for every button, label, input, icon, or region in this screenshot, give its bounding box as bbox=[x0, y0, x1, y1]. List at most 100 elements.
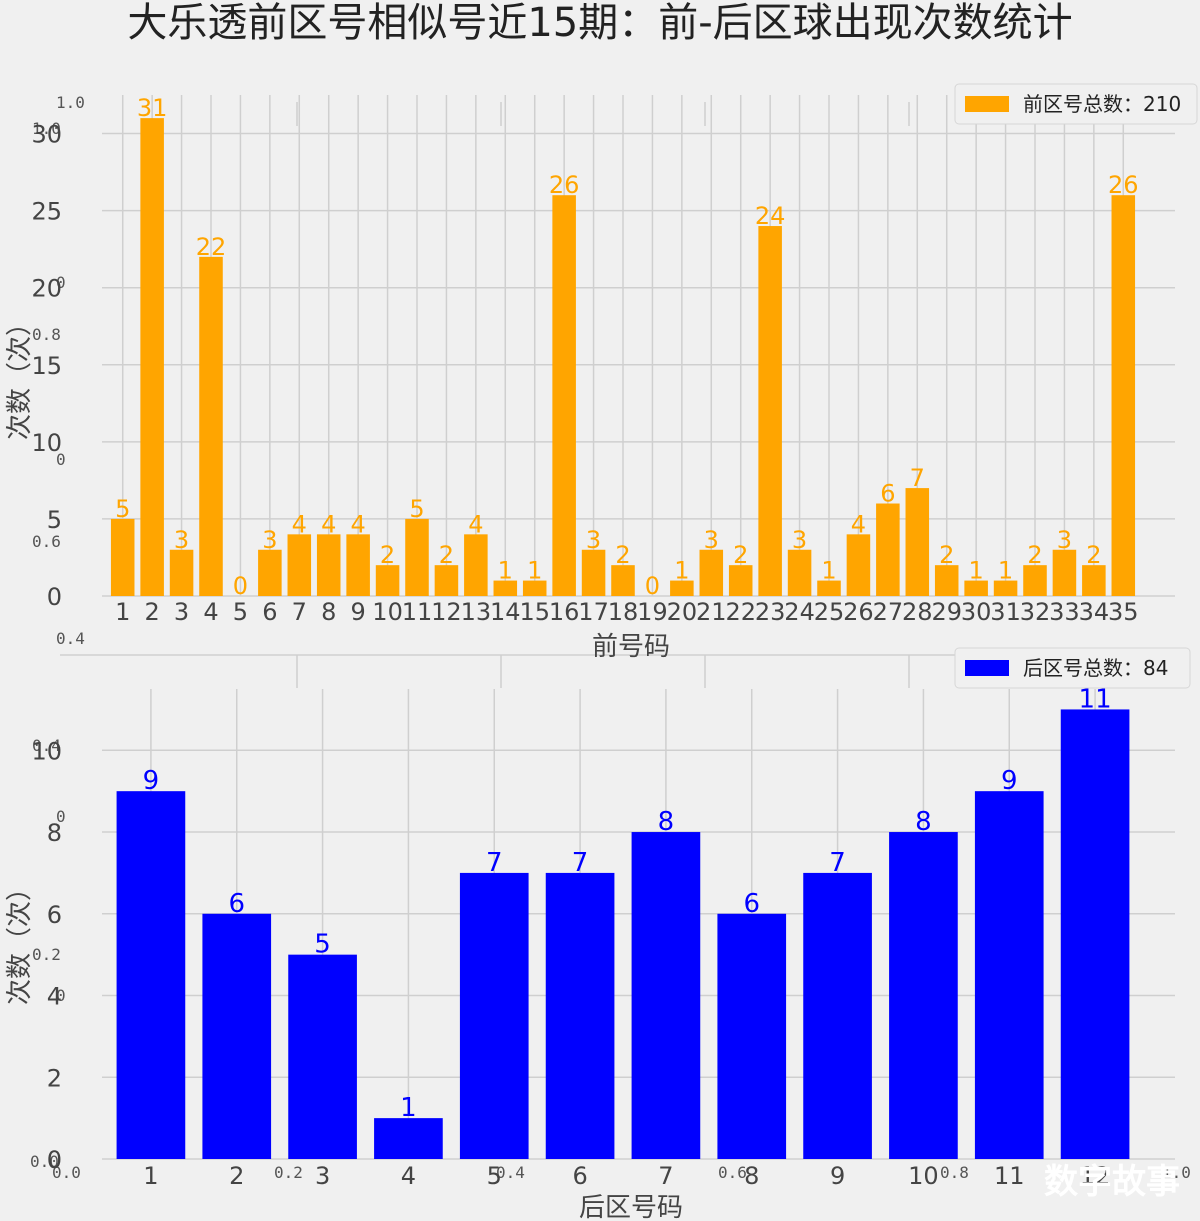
ghost-ytick: 0.4 bbox=[32, 736, 61, 755]
ghost-xtick: 0.2 bbox=[274, 1163, 303, 1182]
data-label: 5 bbox=[409, 495, 424, 523]
x-tick-label: 1 bbox=[143, 1162, 158, 1190]
x-tick-label: 11 bbox=[994, 1162, 1025, 1190]
data-label: 0 bbox=[645, 572, 660, 600]
x-tick-label: 4 bbox=[401, 1162, 416, 1190]
data-label: 2 bbox=[615, 541, 630, 569]
x-tick-label: 17 bbox=[578, 598, 609, 626]
data-label: 4 bbox=[351, 510, 366, 538]
x-tick-label: 26 bbox=[843, 598, 874, 626]
y-tick-label: 2 bbox=[47, 1064, 62, 1092]
bar-16 bbox=[552, 195, 576, 596]
x-tick-label: 27 bbox=[873, 598, 904, 626]
x-tick-label: 23 bbox=[755, 598, 786, 626]
ghost-xtick: 0.0 bbox=[52, 1163, 81, 1182]
data-label: 24 bbox=[755, 202, 786, 230]
data-label: 7 bbox=[910, 464, 925, 492]
x-tick-label: 10 bbox=[908, 1162, 939, 1190]
data-label: 1 bbox=[527, 557, 542, 585]
data-label: 26 bbox=[1108, 171, 1139, 199]
data-label: 6 bbox=[743, 889, 760, 919]
data-label: 6 bbox=[228, 889, 245, 919]
x-tick-label: 34 bbox=[1079, 598, 1110, 626]
x-tick-label: 30 bbox=[961, 598, 992, 626]
x-tick-label: 24 bbox=[784, 598, 815, 626]
bar-14 bbox=[493, 580, 518, 596]
bar-18 bbox=[611, 565, 635, 596]
y-tick-label: 4 bbox=[47, 983, 62, 1011]
bar-12 bbox=[434, 565, 459, 596]
x-tick-label: 18 bbox=[608, 598, 639, 626]
x-tick-label: 5 bbox=[487, 1162, 502, 1190]
y-axis-label: 次数（次） bbox=[5, 875, 35, 1005]
legend-box bbox=[954, 83, 1198, 125]
y-tick-label: 10 bbox=[31, 429, 62, 457]
data-label: 8 bbox=[915, 807, 932, 837]
data-label: 7 bbox=[486, 848, 503, 878]
data-label: 7 bbox=[572, 848, 589, 878]
ghost-ytick: 0.4 bbox=[56, 629, 85, 648]
x-tick-label: 35 bbox=[1108, 598, 1139, 626]
x-axis-label: 后区号码 bbox=[579, 1193, 683, 1221]
bar-31 bbox=[993, 580, 1018, 596]
legend: 前区号总数：210 bbox=[954, 83, 1198, 125]
x-tick-label: 2 bbox=[145, 598, 160, 626]
ghost-ytick: 0 bbox=[56, 273, 66, 292]
legend-label: 前区号总数：210 bbox=[1023, 92, 1181, 116]
bar-30 bbox=[964, 580, 988, 596]
data-label: 4 bbox=[321, 510, 336, 538]
bar-8 bbox=[316, 534, 341, 596]
bar-17 bbox=[581, 549, 606, 596]
bar-24 bbox=[787, 549, 812, 596]
x-tick-label: 3 bbox=[174, 598, 189, 626]
bar-28 bbox=[905, 488, 930, 596]
bar-4 bbox=[199, 256, 223, 596]
data-label: 2 bbox=[1086, 541, 1101, 569]
data-label: 6 bbox=[880, 480, 895, 508]
bar-10 bbox=[889, 832, 958, 1159]
ghost-ytick: 0.8 bbox=[32, 325, 61, 344]
data-label: 4 bbox=[292, 510, 307, 538]
bar-21 bbox=[699, 549, 724, 596]
data-label: 1 bbox=[969, 557, 984, 585]
data-label: 3 bbox=[262, 526, 277, 554]
bar-29 bbox=[934, 565, 959, 596]
chart-title: 大乐透前区号相似号近15期：前-后区球出现次数统计 bbox=[127, 0, 1072, 46]
data-label: 1 bbox=[821, 557, 836, 585]
x-tick-label: 4 bbox=[203, 598, 218, 626]
y-axis-label: 次数（次） bbox=[5, 310, 35, 440]
x-tick-label: 8 bbox=[744, 1162, 759, 1190]
x-tick-label: 10 bbox=[372, 598, 403, 626]
bar-32 bbox=[1023, 565, 1047, 596]
bar-12 bbox=[1060, 709, 1130, 1159]
bar-2 bbox=[202, 913, 272, 1159]
bar-7 bbox=[631, 832, 701, 1159]
bar-4 bbox=[374, 1118, 443, 1159]
ghost-ytick: 1.0 bbox=[32, 119, 61, 138]
data-label: 4 bbox=[851, 510, 866, 538]
bar-1 bbox=[116, 791, 186, 1159]
x-tick-label: 13 bbox=[461, 598, 492, 626]
x-tick-label: 5 bbox=[233, 598, 248, 626]
x-tick-label: 28 bbox=[902, 598, 933, 626]
y-tick-label: 20 bbox=[31, 275, 62, 303]
x-tick-label: 6 bbox=[572, 1162, 587, 1190]
bar-1 bbox=[110, 518, 135, 596]
data-label: 3 bbox=[704, 526, 719, 554]
data-label: 3 bbox=[586, 526, 601, 554]
bar-7 bbox=[287, 534, 312, 596]
bar-22 bbox=[728, 565, 753, 596]
bar-11 bbox=[405, 518, 429, 596]
x-tick-label: 33 bbox=[1049, 598, 1080, 626]
x-tick-label: 32 bbox=[1020, 598, 1051, 626]
x-axis-label: 前号码 bbox=[592, 632, 670, 662]
data-label: 5 bbox=[314, 930, 331, 960]
bar-34 bbox=[1082, 565, 1106, 596]
legend-label: 后区号总数：84 bbox=[1023, 656, 1168, 680]
x-tick-label: 1 bbox=[115, 598, 130, 626]
data-label: 3 bbox=[174, 526, 189, 554]
bar-3 bbox=[288, 954, 357, 1159]
x-tick-label: 3 bbox=[315, 1162, 330, 1190]
ghost-ytick: 0.0 bbox=[30, 1152, 59, 1171]
